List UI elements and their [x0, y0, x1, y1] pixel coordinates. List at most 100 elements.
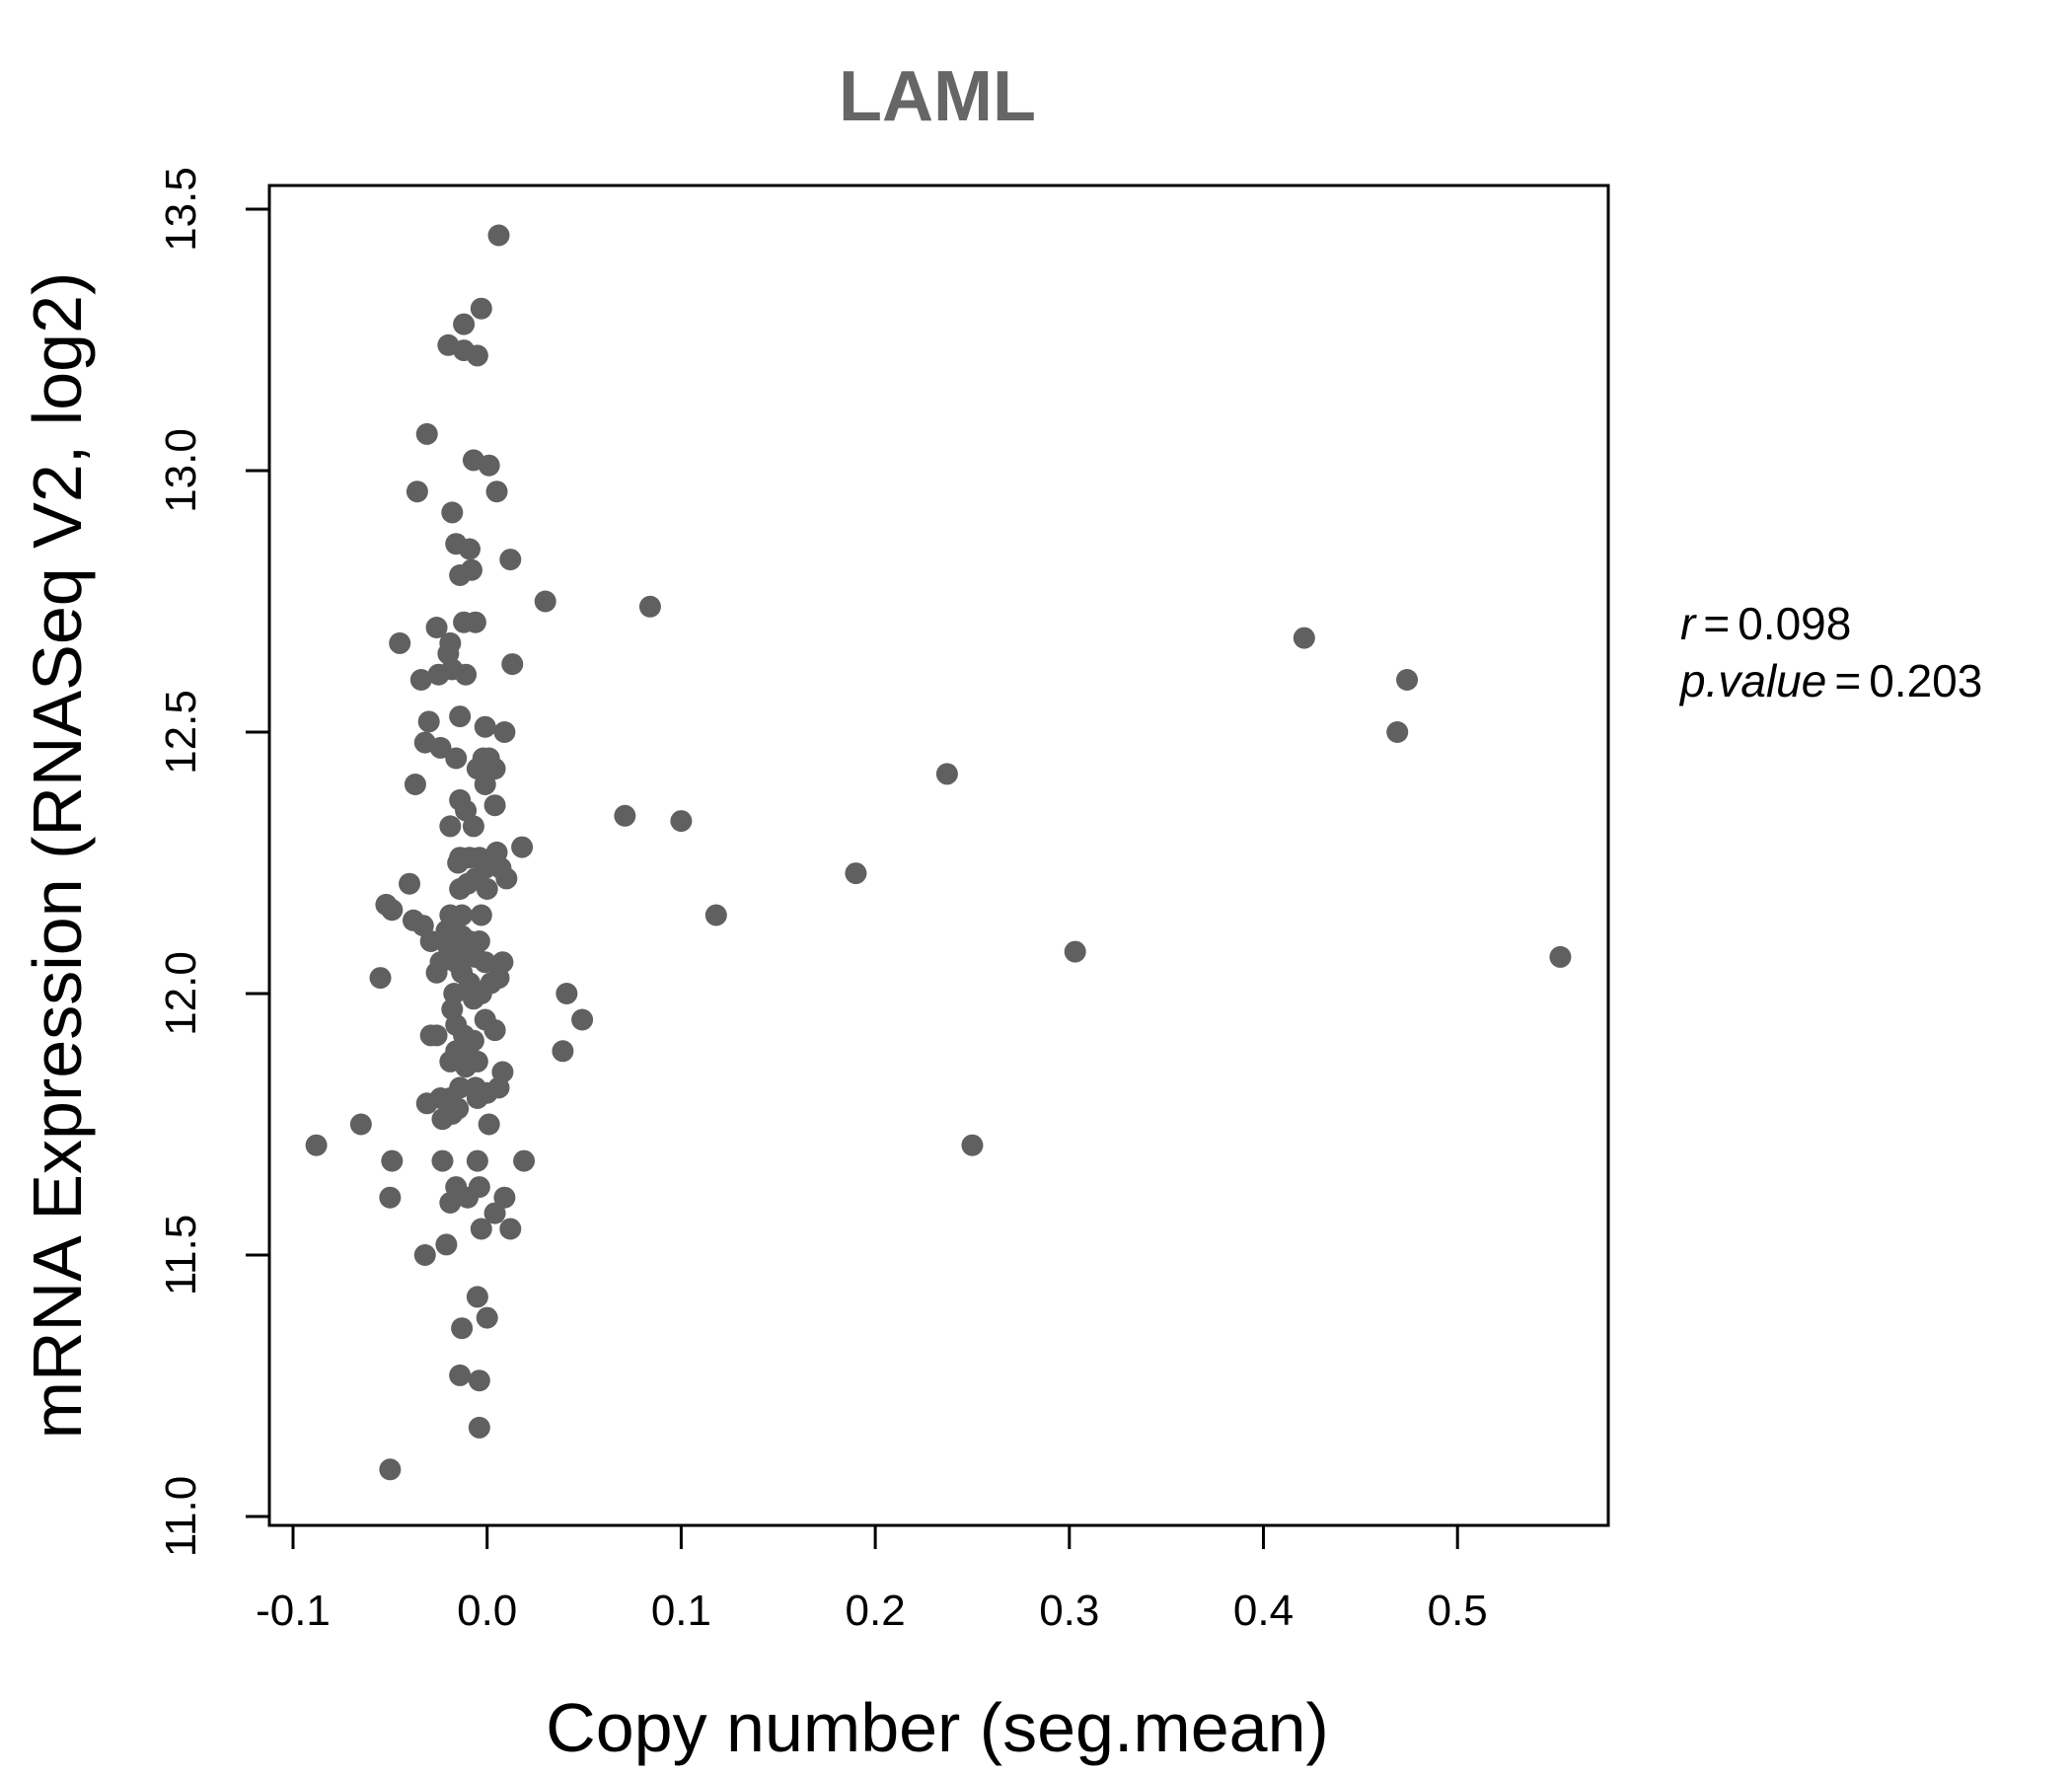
data-point — [431, 1149, 454, 1172]
y-tick-label: 11.5 — [157, 1215, 205, 1295]
data-point — [435, 1233, 458, 1256]
data-point — [425, 961, 448, 984]
data-point — [493, 1186, 516, 1209]
data-point — [499, 1218, 522, 1240]
data-point — [1064, 940, 1086, 963]
data-point — [485, 481, 508, 503]
r-stat-label: r — [1680, 598, 1697, 649]
data-point — [464, 611, 486, 633]
data-point — [415, 422, 438, 445]
chart-title: LAML — [839, 57, 1036, 136]
data-point — [455, 663, 478, 686]
data-point — [845, 862, 867, 885]
data-point — [453, 313, 476, 335]
data-point — [534, 590, 556, 613]
data-point — [466, 1149, 488, 1172]
data-point — [455, 1056, 478, 1078]
data-point — [439, 815, 462, 838]
data-point — [441, 1102, 464, 1125]
data-point — [1549, 945, 1572, 968]
x-tick-label: 0.0 — [457, 1587, 517, 1635]
data-point — [555, 983, 578, 1004]
data-point — [961, 1134, 984, 1156]
data-point — [369, 967, 392, 990]
data-point — [462, 988, 484, 1010]
data-point — [935, 763, 958, 785]
data-point — [425, 617, 448, 638]
data-point — [409, 669, 432, 691]
data-point — [399, 872, 421, 895]
data-point — [457, 872, 480, 895]
data-point — [305, 1134, 328, 1156]
data-point — [474, 715, 496, 738]
data-point — [476, 878, 498, 900]
x-tick-label: -0.1 — [256, 1587, 331, 1635]
data-point — [704, 904, 727, 926]
data-point — [474, 951, 496, 974]
data-point — [638, 595, 661, 618]
data-point — [449, 705, 472, 728]
y-tick-label: 13.5 — [157, 167, 205, 252]
data-point — [468, 1416, 490, 1439]
data-point — [445, 747, 468, 770]
data-point — [466, 344, 488, 367]
p-stat: p.value = 0.203 — [1678, 655, 1982, 706]
data-point — [487, 224, 510, 247]
data-point — [571, 1008, 594, 1031]
data-point — [470, 904, 492, 926]
y-axis-label: mRNA Expression (RNASeq V2, log2) — [19, 272, 96, 1440]
stats-annotation: r = 0.098 p.value = 0.203 — [1678, 598, 1982, 706]
y-tick-label: 12.5 — [157, 690, 205, 775]
y-tick-label: 13.0 — [157, 428, 205, 513]
data-point — [406, 481, 428, 503]
data-point — [483, 1019, 506, 1042]
data-point — [451, 1317, 474, 1340]
data-point — [470, 297, 492, 320]
data-point — [419, 930, 442, 952]
p-stat-label: p.value — [1678, 655, 1826, 706]
data-point — [1396, 669, 1419, 691]
data-point — [476, 1306, 498, 1329]
data-point — [349, 1113, 372, 1136]
data-point — [470, 1218, 492, 1240]
data-point — [552, 1040, 574, 1063]
data-point — [404, 774, 426, 795]
data-point — [1386, 721, 1409, 743]
data-point — [474, 774, 496, 795]
data-point — [441, 501, 464, 524]
data-point — [413, 1244, 436, 1266]
data-point — [458, 538, 481, 560]
x-tick-label: 0.5 — [1428, 1587, 1488, 1635]
data-point — [483, 794, 506, 817]
data-point — [1293, 627, 1315, 649]
data-point — [466, 1087, 488, 1109]
data-point — [501, 653, 524, 676]
data-point — [427, 663, 450, 686]
data-point — [417, 710, 440, 733]
data-point — [670, 810, 693, 833]
data-point — [466, 1286, 488, 1308]
data-point — [447, 851, 470, 874]
y-axis: 11.0 11.5 12.0 12.5 13.0 13.5 — [157, 167, 271, 1557]
data-point — [499, 549, 522, 571]
data-point — [511, 836, 534, 858]
data-point — [493, 721, 516, 743]
x-tick-label: 0.4 — [1233, 1587, 1294, 1635]
p-stat-value: 0.203 — [1869, 655, 1982, 706]
data-point — [425, 1024, 448, 1047]
data-point — [415, 1092, 438, 1115]
r-stat: r = 0.098 — [1680, 598, 1851, 649]
data-point — [483, 758, 506, 780]
x-axis-label: Copy number (seg.mean) — [546, 1689, 1329, 1766]
data-point — [483, 1202, 506, 1224]
data-point — [478, 1113, 500, 1136]
data-point — [457, 1186, 480, 1209]
data-point — [614, 804, 636, 827]
data-point — [478, 454, 500, 477]
data-point — [379, 1186, 402, 1209]
data-point — [381, 1149, 404, 1172]
data-point — [449, 1364, 472, 1386]
r-stat-value: 0.098 — [1738, 598, 1851, 649]
data-point — [449, 564, 472, 586]
